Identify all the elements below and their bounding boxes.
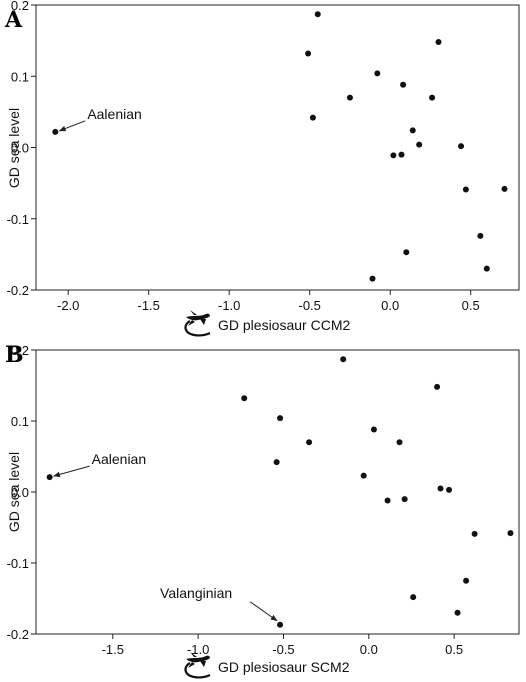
data-point — [277, 621, 284, 628]
plesiosaur-body — [186, 655, 210, 663]
data-point — [306, 439, 313, 446]
data-point — [398, 151, 405, 158]
data-point — [410, 594, 417, 601]
data-point — [314, 11, 321, 18]
data-point — [369, 275, 376, 282]
plot-frame — [35, 349, 520, 635]
x-tick-label: -2.0 — [57, 298, 79, 313]
x-tick-label: 0.0 — [381, 298, 399, 313]
y-tick-label: -0.2 — [7, 283, 29, 298]
plesiosaur-icon — [184, 652, 211, 679]
data-point — [273, 459, 280, 466]
data-point — [435, 39, 442, 46]
y-tick-label: 0.2 — [11, 0, 29, 13]
data-point — [434, 383, 441, 390]
x-tick-label: -1.0 — [187, 642, 209, 657]
x-tick-label: 0.5 — [445, 642, 463, 657]
x-tick-label: -1.5 — [137, 298, 159, 313]
data-point — [396, 439, 403, 446]
data-point — [471, 530, 478, 537]
data-point — [374, 70, 381, 77]
data-point — [416, 141, 423, 148]
data-point — [401, 496, 408, 503]
chart-panel-b: B0.2 0.1 0.0 -0.1 -0.2 -1.5 -1.0 -0.5 0.0 0.5 GD s… — [5, 342, 520, 679]
plesiosaur-flippers — [188, 310, 206, 326]
y-axis-label: GD sea level — [6, 452, 22, 532]
data-point — [400, 81, 407, 88]
plesiosaur-neck — [184, 662, 211, 679]
y-tick-label: -0.1 — [7, 556, 29, 571]
plot-frame — [35, 4, 520, 291]
plesiosaur-neck — [184, 320, 211, 337]
data-point — [463, 577, 470, 584]
data-point — [446, 486, 453, 493]
data-point — [346, 94, 353, 101]
y-axis-label: GD sea level — [6, 108, 22, 188]
data-point — [454, 609, 461, 616]
data-point — [477, 232, 484, 239]
plesiosaur-body — [186, 313, 210, 321]
data-point — [241, 395, 248, 402]
data-point — [277, 415, 284, 422]
annotation-label: Aalenian — [92, 451, 147, 467]
y-tick-label: 0.1 — [11, 69, 29, 84]
y-tick-label: -0.1 — [7, 212, 29, 227]
x-tick-label: -1.0 — [218, 298, 240, 313]
plesiosaur-icon — [184, 310, 211, 337]
plesiosaur-flippers — [188, 652, 206, 668]
data-point — [409, 127, 416, 134]
annotation-arrow — [52, 465, 90, 478]
x-tick-label: 0.0 — [360, 642, 378, 657]
annotation-label: Valanginian — [160, 585, 232, 601]
y-tick-label: 0.0 — [11, 141, 29, 156]
x-tick-label: -0.5 — [298, 298, 320, 313]
x-axis-label: GD plesiosaur CCM2 — [218, 317, 350, 333]
data-point — [501, 185, 508, 192]
panel-letter: A — [4, 7, 23, 33]
data-point — [384, 497, 391, 504]
panel-letter: B — [5, 342, 24, 368]
data-point — [370, 426, 377, 433]
y-tick-label: 0.2 — [11, 343, 29, 358]
x-tick-label: -0.5 — [272, 642, 294, 657]
chart-panel-a: A0.2 0.1 0.0 -0.1 -0.2 -2.0 -1.5 -1.0 -0.5 0.0 0.5… — [4, 0, 520, 337]
data-point — [309, 114, 316, 121]
data-point — [507, 530, 514, 537]
annotation-arrow — [249, 601, 278, 622]
x-tick-label: -1.5 — [102, 642, 124, 657]
data-point — [403, 249, 410, 256]
y-tick-label: 0.1 — [11, 414, 29, 429]
data-point — [437, 485, 444, 492]
data-point — [52, 128, 59, 135]
annotation-label: Aalenian — [87, 106, 142, 122]
data-point — [305, 50, 312, 57]
x-axis-label: GD plesiosaur SCM2 — [218, 659, 350, 675]
data-point — [458, 143, 465, 150]
annotation-arrow — [58, 120, 86, 132]
data-point — [483, 265, 490, 272]
x-tick-label: 0.5 — [462, 298, 480, 313]
y-tick-label: -0.2 — [7, 627, 29, 642]
data-point — [340, 356, 347, 363]
data-point — [390, 152, 397, 159]
y-tick-label: 0.0 — [11, 485, 29, 500]
data-point — [429, 94, 436, 101]
data-point — [360, 472, 367, 479]
data-point — [462, 186, 469, 193]
data-point — [46, 474, 53, 481]
